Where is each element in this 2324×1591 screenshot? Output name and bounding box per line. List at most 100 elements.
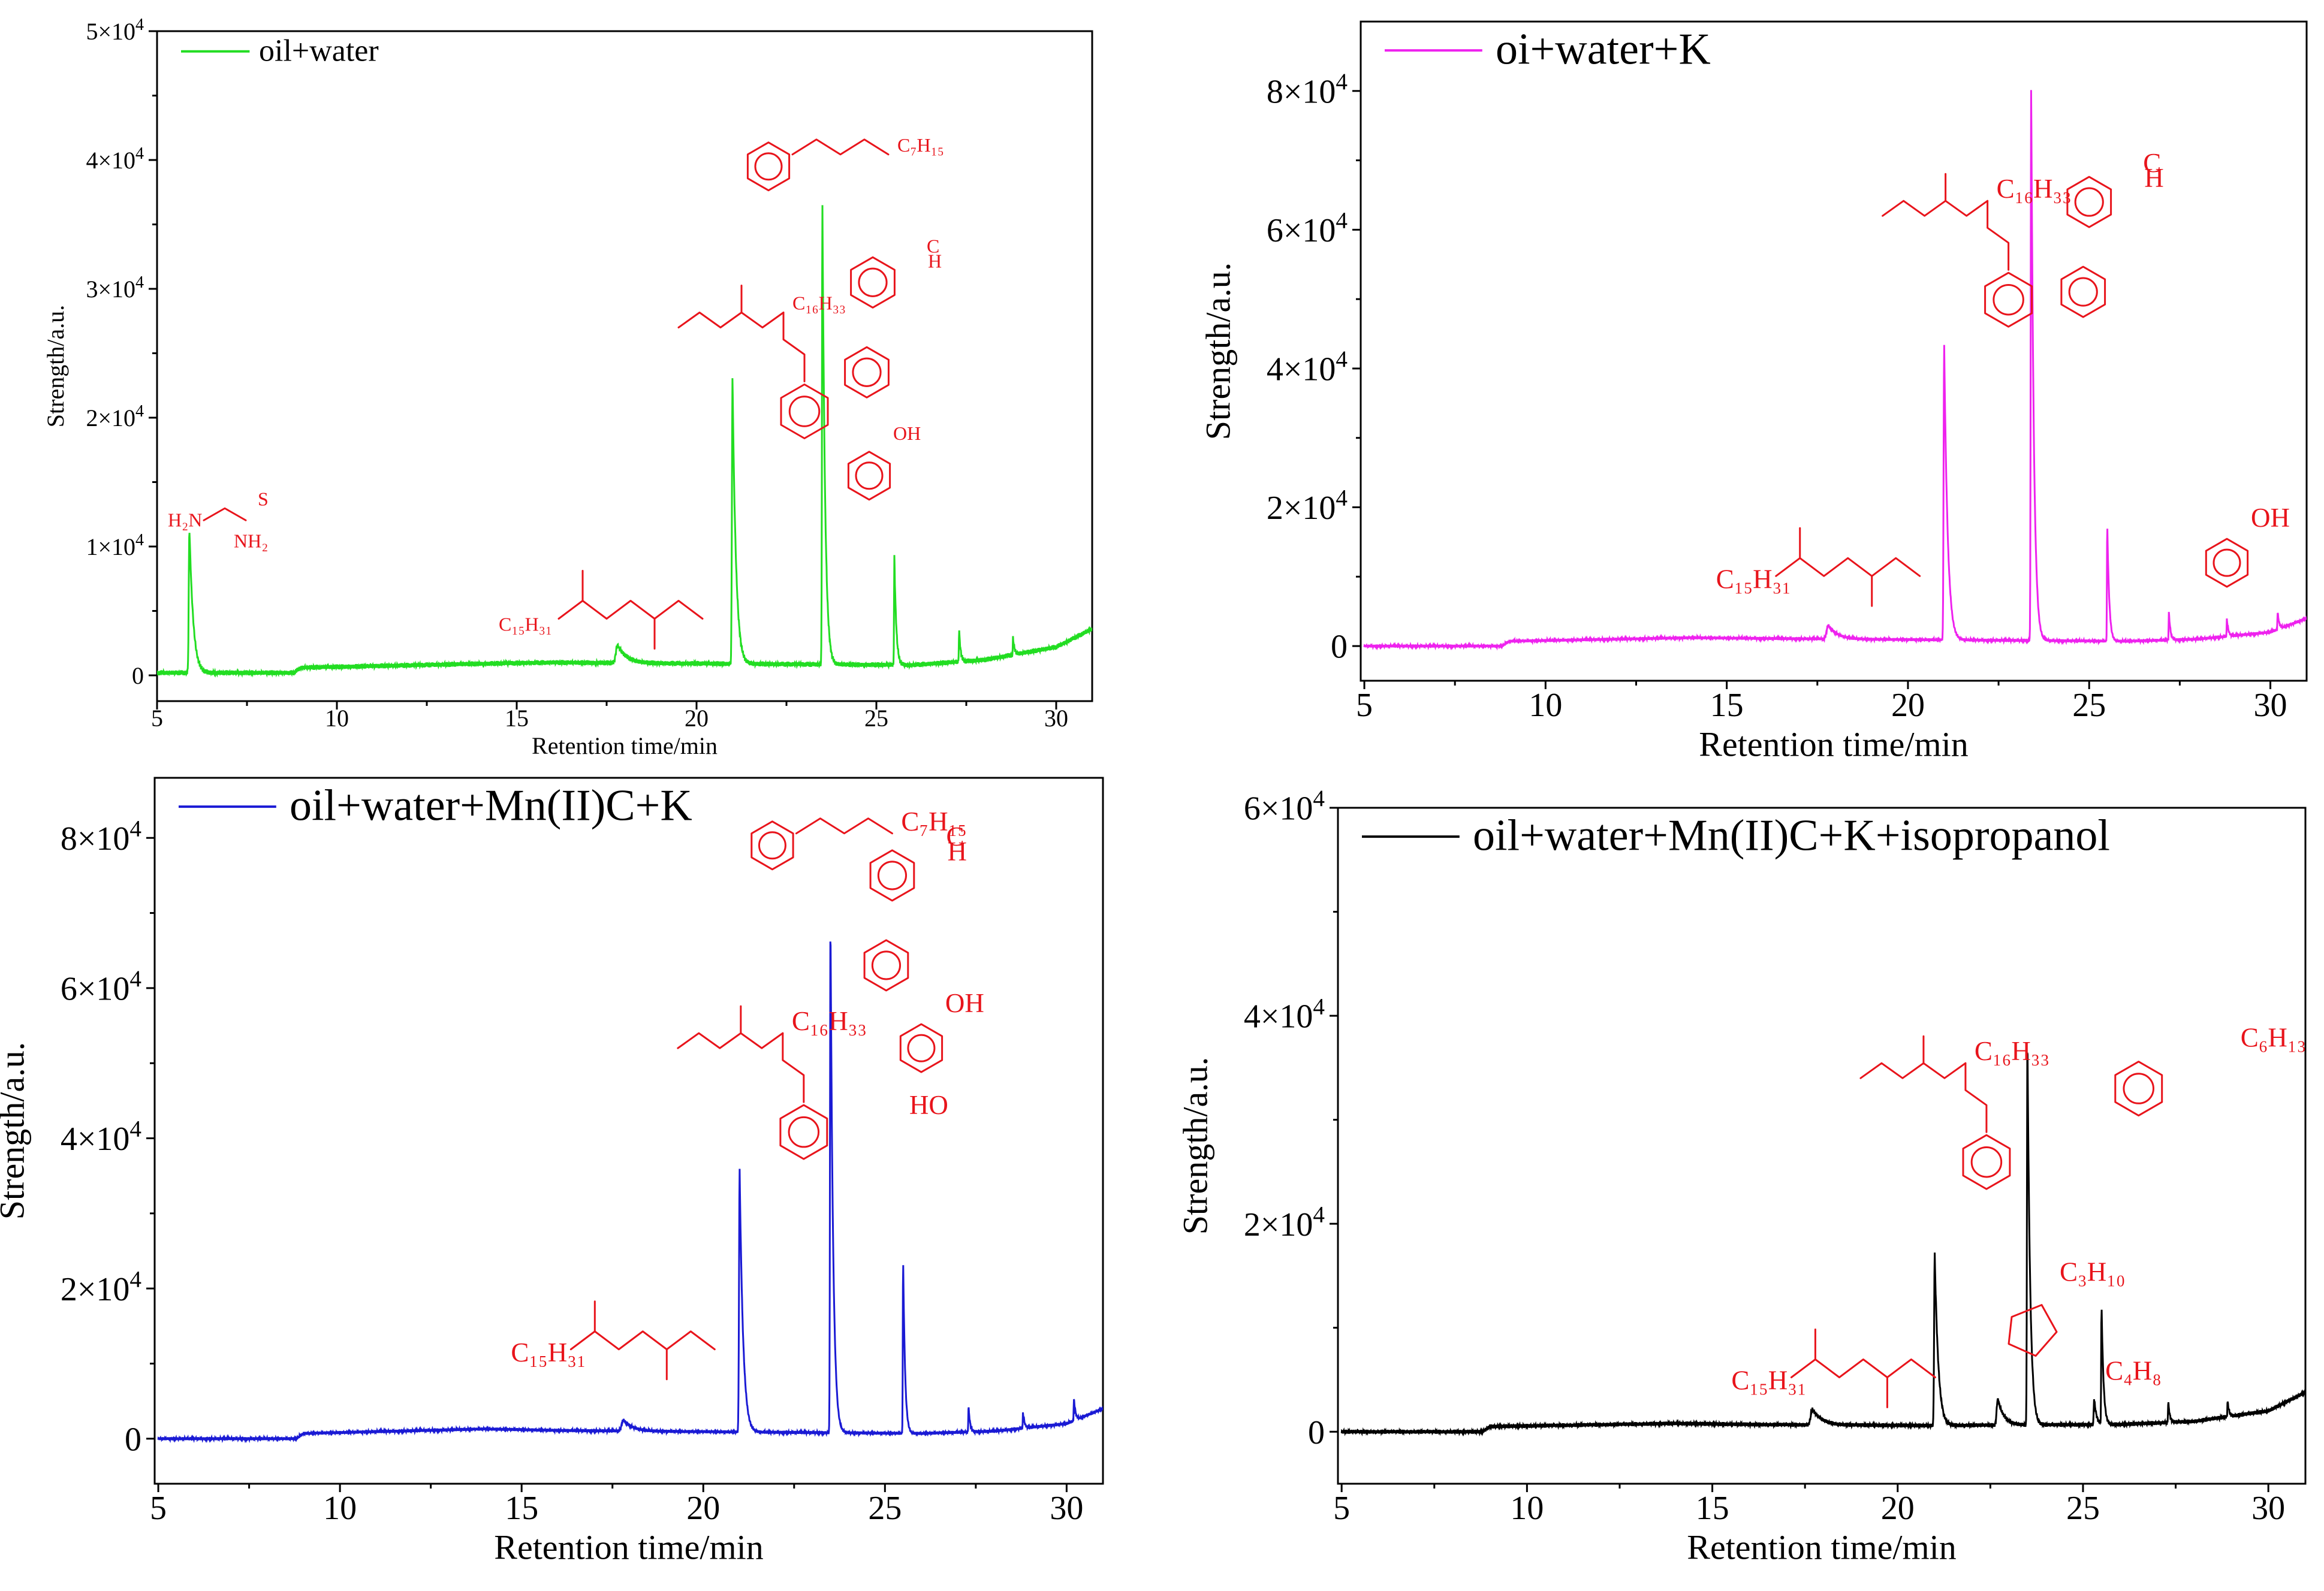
- amide-ethyl: [782, 312, 806, 382]
- amide-ethyl: [1964, 1062, 1988, 1133]
- molecule-annotations: C₁₅H₃₁ C₁₆H₃₃ C₃H₁₀ C₄H₈ C₆H₁₃: [1731, 1023, 2306, 1408]
- x-axis-title: Retention time/min: [532, 732, 718, 759]
- acid-ring: [2205, 538, 2249, 588]
- thiourea-chain: [203, 507, 247, 521]
- x-tick-label: 5: [1356, 687, 1373, 724]
- nitrile-c3h10-label: C₃H₁₀: [2060, 1257, 2126, 1287]
- y-tick-label: 4×104: [61, 1116, 141, 1158]
- carbamate-phenyl: [746, 141, 791, 192]
- y-tick-label: 1×104: [86, 531, 144, 560]
- acid-ho-label: HO: [909, 1090, 948, 1120]
- series-line-oil+water+Mn(II)C+K: [157, 941, 1103, 1444]
- x-axis-title: Retention time/min: [1699, 725, 1968, 764]
- hexyl-c6h13-label: C₆H₁₃: [2241, 1023, 2307, 1053]
- furan-ring: [2007, 1304, 2058, 1357]
- series-line-oil+water+Mn(II)C+K+isopropanol: [1340, 1052, 2305, 1437]
- acid-oh-label: OH: [2251, 503, 2290, 533]
- benzamide-ring-2: [2060, 265, 2106, 318]
- ester-c-label: C: [927, 235, 939, 256]
- x-tick-label: 10: [323, 1490, 357, 1527]
- plot-frame: [153, 777, 1104, 1485]
- thiourea-nh2-label: NH₂: [234, 530, 268, 551]
- carbamate-phenyl: [750, 820, 794, 871]
- x-tick-label: 30: [1044, 705, 1068, 732]
- y-tick-label: 6×104: [61, 966, 141, 1007]
- carbamate-chain: [795, 817, 893, 835]
- acid-ring: [847, 451, 891, 501]
- acid-ring-ring: [2213, 548, 2241, 577]
- x-tick-label: 5: [1333, 1490, 1350, 1527]
- molecule-annotations: C₁₅H₃₁ C₁₆H₃₃ CH OH: [1716, 148, 2290, 607]
- plot-frame: [1360, 20, 2308, 682]
- amide-phenyl: [780, 384, 829, 439]
- y-tick-label: 0: [132, 662, 144, 689]
- x-tick-label: 10: [1529, 687, 1562, 724]
- x-axis-title: Retention time/min: [494, 1528, 763, 1567]
- acid-ring-ring: [855, 461, 884, 490]
- hexyl-benzoate-ring: [2114, 1061, 2163, 1117]
- series-line-oil+water: [157, 205, 1092, 678]
- benzamide-ring-2-ring: [2068, 277, 2098, 307]
- y-axis-title: Strength/a.u.: [42, 305, 69, 427]
- amide-c16h33-label: C₁₆H₃₃: [1997, 174, 2072, 204]
- x-tick-label: 30: [1050, 1490, 1083, 1527]
- y-tick-label: 4×104: [86, 144, 144, 174]
- amide-phenyl-ring: [1970, 1146, 2003, 1178]
- ester-c15h31-label: C₁₅H₃₁: [511, 1338, 586, 1367]
- molecule-annotations: C₁₅H₃₁ C₁₆H₃₃ C₇H₁₅ CH OH H₂N NH₂ S: [168, 134, 944, 650]
- x-tick-label: 20: [1891, 687, 1925, 724]
- legend-label: oi+water+K: [1496, 25, 1711, 74]
- x-tick-label: 10: [1510, 1490, 1544, 1527]
- amide-phenyl: [1962, 1134, 2011, 1190]
- acid-oh-label: OH: [893, 422, 921, 444]
- x-tick-label: 30: [2251, 1490, 2285, 1527]
- amide-phenyl-ring: [788, 396, 821, 427]
- ester-c-label: C: [2143, 148, 2161, 178]
- y-tick-label: 2×104: [1244, 1201, 1325, 1243]
- acid-oh-label: OH: [945, 988, 984, 1018]
- carbamate-c7h15-label: C₇H₁₅: [901, 807, 967, 837]
- benzamide-ring-1-ring: [2074, 187, 2104, 217]
- amide-phenyl: [1984, 271, 2033, 328]
- y-tick-label: 8×104: [1267, 69, 1348, 110]
- thiourea-s-label: S: [258, 488, 269, 509]
- series-line-oi+water+K: [1363, 90, 2307, 651]
- benzamide-ring-2: [863, 939, 909, 992]
- y-tick-label: 2×104: [86, 402, 144, 431]
- y-tick-label: 6×104: [1244, 786, 1325, 827]
- x-tick-label: 25: [864, 705, 888, 732]
- benzamide-ring-2-ring: [852, 357, 882, 387]
- benzamide-ring-1: [869, 849, 915, 902]
- x-tick-label: 15: [1710, 687, 1744, 724]
- legend-label: oil+water+Mn(II)C+K: [290, 781, 692, 830]
- amide-chain: [1859, 1062, 1967, 1079]
- ester-h-label: H: [928, 250, 942, 271]
- carbamate-c7h15-label: C₇H₁₅: [897, 134, 944, 156]
- amide-ethyl: [1987, 200, 2010, 271]
- ester-c15h31-label: C₁₅H₃₁: [1731, 1365, 1806, 1395]
- x-tick-label: 25: [2072, 687, 2106, 724]
- x-tick-label: 5: [150, 1490, 167, 1527]
- y-tick-label: 2×104: [61, 1266, 141, 1308]
- acid-ring: [899, 1023, 944, 1073]
- acid-ring-ring: [907, 1034, 936, 1062]
- amide-chain: [677, 1032, 784, 1049]
- y-axis-title: Strength/a.u.: [1176, 1057, 1215, 1234]
- x-tick-label: 25: [868, 1490, 902, 1527]
- nitrile-c4h8-label: C₄H₈: [2105, 1355, 2162, 1385]
- benzamide-ring-2: [844, 346, 890, 398]
- legend-label: oil+water+Mn(II)C+K+isopropanol: [1473, 811, 2110, 860]
- amide-chain: [677, 312, 785, 328]
- benzamide-ring-1-ring: [877, 861, 908, 890]
- benzamide-ring-2-ring: [871, 950, 902, 980]
- hexyl-benzoate-ring-ring: [2123, 1073, 2154, 1104]
- ester-h-label: H: [2144, 163, 2164, 193]
- benzamide-ring-1: [850, 256, 896, 309]
- amide-ethyl: [782, 1032, 805, 1103]
- benzamide-ring-1: [2066, 176, 2112, 228]
